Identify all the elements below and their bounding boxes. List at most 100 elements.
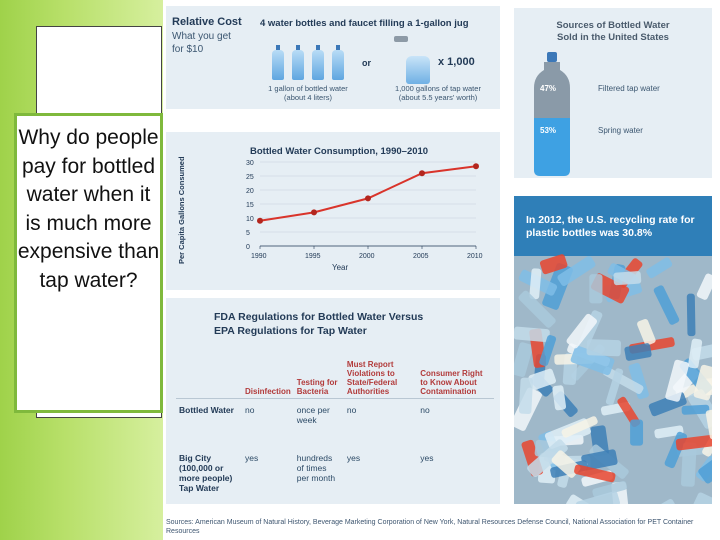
plastic-bottle-shape: [561, 416, 598, 438]
table-row: Bottled Water no once per week no no: [176, 399, 494, 448]
chart-xtick-label: 2005: [413, 253, 429, 260]
plastic-bottle-shape: [702, 420, 712, 457]
chart-marks: [257, 163, 479, 224]
plastic-bottle-shape: [681, 404, 710, 415]
recycling-caption: In 2012, the U.S. recycling rate for pla…: [526, 214, 695, 239]
chart-xtick-label: 2000: [359, 253, 375, 260]
tap-caption-line-1: 1,000 gallons of tap water: [395, 84, 481, 93]
series-line: [259, 165, 477, 222]
water-bottle-icon: [292, 45, 304, 80]
plastic-bottle-shape: [539, 335, 557, 367]
cost-title: 4 water bottles and faucet filling a 1-g…: [260, 18, 469, 29]
chart-ytick-label: 30: [246, 160, 254, 167]
water-bottle-icon: [312, 45, 324, 80]
plastic-bottle-shape: [705, 409, 712, 440]
plastic-bottle-shape: [539, 254, 568, 275]
plastic-bottle-shape: [653, 285, 680, 325]
chart-xtick-label: 1990: [251, 253, 267, 260]
table-header-cell: Must Report Violations to State/Federal …: [343, 358, 418, 399]
cost-heading: Relative Cost: [172, 16, 242, 28]
question-text: Why do people pay for bottled water when…: [17, 126, 160, 292]
fda-title-line-2: EPA Regulations for Tap Water: [214, 325, 367, 337]
plastic-bottle-shape: [693, 492, 712, 504]
bottled-water-sources-panel: Sources of Bottled Water Sold in the Uni…: [514, 8, 712, 178]
table-cell: once per week: [296, 405, 330, 425]
sources-title-line-1: Sources of Bottled Water: [556, 20, 670, 31]
table-header-cell: Testing for Bacteria: [293, 358, 344, 399]
recycling-photo-panel: In 2012, the U.S. recycling rate for pla…: [514, 196, 712, 504]
plastic-bottle-shape: [688, 338, 703, 369]
table-cell: no: [420, 405, 430, 415]
data-point: [257, 217, 263, 224]
plastic-bottle-shape: [551, 450, 581, 478]
plastic-bottle-shape: [698, 454, 712, 484]
plastic-bottle-shape: [691, 342, 712, 361]
row-label: Big City (100,000 or more people) Tap Wa…: [179, 453, 233, 493]
data-point: [311, 209, 317, 216]
plastic-bottle-shape: [566, 494, 595, 504]
sources-title-line-2: Sold in the United States: [557, 32, 669, 43]
plastic-bottle-shape: [696, 273, 712, 300]
chart-ylabel: Per Capita Gallons Consumed: [177, 156, 186, 264]
bottle-pile-shapes: [514, 254, 712, 504]
sources-footnote: Sources: American Museum of Natural Hist…: [166, 519, 694, 535]
bottled-caption-line-2: (about 4 liters): [284, 93, 332, 102]
chart-xtick-label: 2010: [467, 253, 483, 260]
bottled-caption: 1 gallon of bottled water (about 4 liter…: [258, 84, 358, 102]
plastic-bottle-shape: [665, 359, 690, 402]
chart-ytick-label: 15: [246, 202, 254, 209]
fda-title: FDA Regulations for Bottled Water Versus…: [214, 310, 423, 338]
chart-ytick-label: 20: [246, 188, 254, 195]
consumption-chart-panel: Bottled Water Consumption, 1990–2010 Per…: [166, 132, 500, 290]
water-bottle-icon: [272, 45, 284, 80]
water-bottle-icon: [332, 45, 344, 80]
plastic-bottle-shape: [602, 366, 644, 394]
question-box: Why do people pay for bottled water when…: [14, 113, 163, 413]
plastic-bottle-shape: [566, 313, 598, 349]
data-point: [365, 195, 371, 202]
fda-title-line-1: FDA Regulations for Bottled Water Versus: [214, 311, 424, 323]
relative-cost-panel: Relative Cost What you get for $10 4 wat…: [166, 6, 500, 109]
plastic-bottle-shape: [592, 480, 628, 498]
tap-caption-line-2: (about 5.5 years' worth): [398, 93, 478, 102]
table-cell: hundreds of times per month: [296, 453, 336, 483]
plastic-bottle-shape: [605, 368, 624, 406]
plastic-bottle-shape: [518, 290, 556, 328]
bottle-cap: [547, 52, 557, 62]
chart-title: Bottled Water Consumption, 1990–2010: [250, 146, 428, 157]
plastic-bottle-shape: [624, 343, 652, 361]
consumption-line-chart: Bottled Water Consumption, 1990–2010 Per…: [177, 146, 483, 272]
plastic-bottle-shape: [617, 396, 641, 428]
plastic-bottle-shape: [589, 274, 603, 304]
plastic-bottle-shape: [514, 342, 533, 377]
row-label: Bottled Water: [179, 405, 234, 415]
data-point: [419, 170, 425, 177]
plastic-bottle-shape: [630, 419, 644, 446]
photo-sky: [514, 196, 712, 266]
fda-epa-regulations-panel: FDA Regulations for Bottled Water Versus…: [166, 298, 500, 504]
filtered-label: Filtered tap water: [598, 84, 660, 93]
filtered-tap-fill: [534, 62, 570, 118]
table-cell: no: [346, 405, 357, 415]
plastic-bottle-shape: [529, 268, 542, 300]
table-row: Big City (100,000 or more people) Tap Wa…: [176, 447, 494, 499]
table-cell: yes: [245, 453, 259, 463]
plastic-bottle-shape: [514, 326, 550, 343]
plastic-bottle-shape: [552, 385, 567, 411]
or-label: or: [362, 58, 371, 68]
chart-grid: 0 5 10 15 20 25 30 1990 1995 2000 2005 2010: [246, 160, 483, 260]
table-header-cell: Disinfection: [242, 358, 294, 399]
plastic-bottles-image: [514, 196, 712, 504]
jug-icon: [406, 56, 430, 84]
plastic-bottle-shape: [675, 434, 712, 451]
table-cell: yes: [420, 453, 434, 463]
chart-ytick-label: 10: [246, 216, 254, 223]
plastic-bottle-shape: [686, 293, 696, 337]
plastic-bottle-shape: [586, 339, 621, 357]
plastic-bottle-shape: [581, 449, 618, 471]
plastic-bottle-shape: [680, 442, 697, 487]
cost-subheading: What you get for $10: [172, 31, 231, 55]
chart-ytick-label: 25: [246, 174, 254, 181]
sources-title: Sources of Bottled Water Sold in the Uni…: [514, 20, 712, 44]
plastic-bottle-shape: [637, 318, 656, 346]
